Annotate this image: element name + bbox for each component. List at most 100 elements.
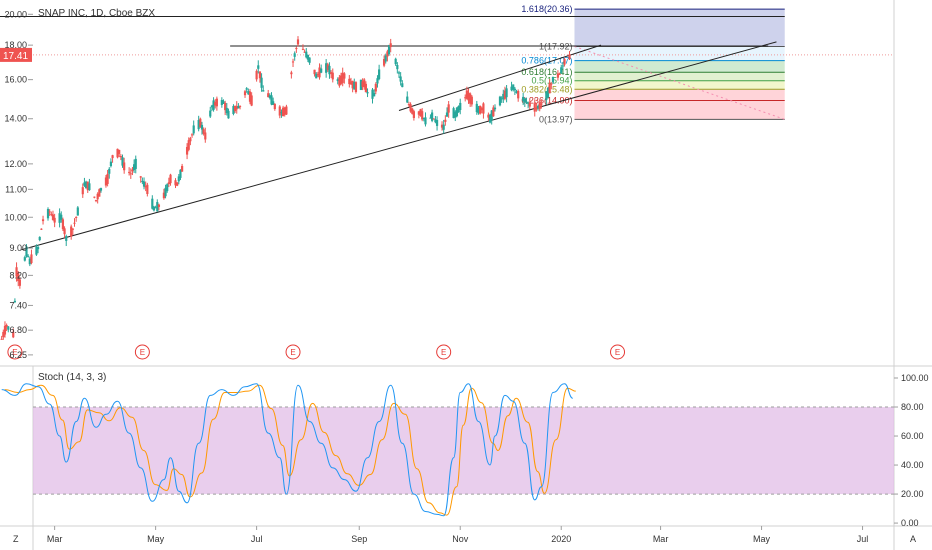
candle-75	[174, 178, 177, 189]
candle-body-146	[338, 77, 341, 86]
candle-10	[23, 255, 26, 262]
candle-220	[510, 81, 513, 92]
candle-210	[487, 112, 490, 122]
candle-body-142	[328, 65, 331, 75]
candle-body-89	[204, 132, 207, 140]
candle-body-238	[550, 83, 553, 85]
candle-body-222	[513, 88, 516, 91]
candle-body-234	[540, 104, 543, 106]
candle-192	[444, 115, 447, 126]
candle-106	[245, 87, 248, 93]
candle-body-44	[99, 188, 103, 191]
candle-body-155	[359, 79, 363, 90]
candle-31	[71, 228, 74, 236]
candle-84	[192, 120, 195, 136]
stoch-axis[interactable]: 100.00 80.00 60.00 40.00 20.00 0.00	[894, 373, 929, 528]
candle-body-245	[568, 54, 571, 60]
candle-211	[488, 113, 492, 124]
candle-body-148	[341, 72, 344, 83]
fib-level-label-6: 0.236(14.90)	[521, 95, 572, 105]
price-axis[interactable]: 20.00 18.00 16.00 14.00 12.00 11.00 10.00 9.00 8…	[4, 9, 33, 360]
candle-98	[225, 103, 228, 116]
candle-body-38	[86, 181, 89, 191]
candle-body-151	[349, 82, 353, 85]
earnings-marker-label-1: E	[140, 348, 145, 357]
fib-retracement-layer[interactable]: 1.618(20.36)1(17.92)0.786(17.07)0.618(16…	[521, 4, 785, 124]
candle-body-171	[396, 65, 399, 70]
candle-body-11	[25, 246, 28, 257]
candle-156	[361, 78, 364, 91]
trendlines-layer[interactable]	[0, 15, 785, 251]
candle-body-53	[121, 157, 124, 166]
candle-191	[442, 119, 445, 134]
stoch-band-layer	[33, 406, 894, 495]
candle-82	[189, 136, 192, 146]
candle-body-47	[108, 168, 111, 174]
candle-body-104	[238, 106, 242, 108]
candle-body-73	[167, 182, 170, 185]
price-tick-label-10: 6.80	[9, 325, 27, 335]
bottom-right-a-label[interactable]: A	[910, 534, 916, 544]
candle-180	[417, 110, 420, 119]
candle-108	[248, 88, 252, 105]
candle-80	[185, 143, 189, 160]
candle-body-130	[301, 48, 305, 50]
candle-body-159	[366, 92, 369, 94]
candle-116	[268, 93, 271, 100]
candle-body-99	[227, 110, 230, 119]
candle-229	[528, 98, 531, 110]
candle-76	[176, 182, 179, 187]
candle-body-32	[73, 222, 76, 224]
candle-body-230	[533, 103, 536, 112]
candle-1	[2, 329, 5, 340]
candle-body-107	[247, 91, 250, 95]
current-price-chip	[0, 47, 32, 62]
stochastic-lines-layer	[1, 383, 576, 517]
candle-168	[387, 44, 391, 56]
candle-72	[166, 183, 169, 193]
candle-body-156	[361, 81, 364, 87]
candle-245	[568, 51, 571, 61]
candle-171	[396, 62, 399, 74]
candle-body-16	[36, 247, 40, 250]
candle-162	[374, 82, 377, 95]
candle-body-29	[65, 236, 68, 241]
candle-214	[493, 104, 497, 112]
candle-43	[98, 188, 101, 197]
candle-237	[548, 79, 551, 94]
candle-48	[109, 158, 113, 168]
candle-body-198	[457, 106, 460, 113]
candle-207	[479, 105, 482, 115]
bottom-left-z-label[interactable]: Z	[13, 534, 19, 544]
time-axis[interactable]: Mar May Jul Sep Nov 2020 Mar May Jul	[47, 526, 868, 544]
candle-67	[154, 205, 157, 209]
candle-body-23	[51, 214, 55, 220]
candle-body-76	[176, 182, 179, 186]
candle-body-231	[535, 107, 538, 110]
price-tick-label-6: 10.00	[4, 212, 27, 222]
candle-body-116	[268, 95, 271, 98]
candle-body-133	[306, 54, 310, 60]
candle-body-85	[197, 120, 200, 130]
trendline-lower-channel	[21, 41, 777, 251]
candle-193	[445, 107, 449, 117]
candle-body-8	[17, 273, 20, 282]
fib-trend-dashed-line	[574, 45, 785, 120]
candle-244	[563, 57, 566, 67]
candle-185	[429, 114, 432, 119]
candle-body-66	[152, 206, 156, 211]
candle-body-149	[343, 73, 346, 79]
candle-233	[538, 99, 541, 112]
candle-body-43	[98, 189, 101, 197]
candle-4	[7, 326, 10, 333]
candle-128	[295, 46, 298, 53]
candle-103	[237, 103, 240, 109]
candle-body-109	[250, 95, 253, 106]
time-tick-label-0: Mar	[47, 534, 63, 544]
candle-body-153	[353, 82, 356, 90]
candle-28	[63, 226, 66, 238]
stoch-k-line	[1, 383, 573, 517]
candle-body-215	[498, 96, 502, 106]
